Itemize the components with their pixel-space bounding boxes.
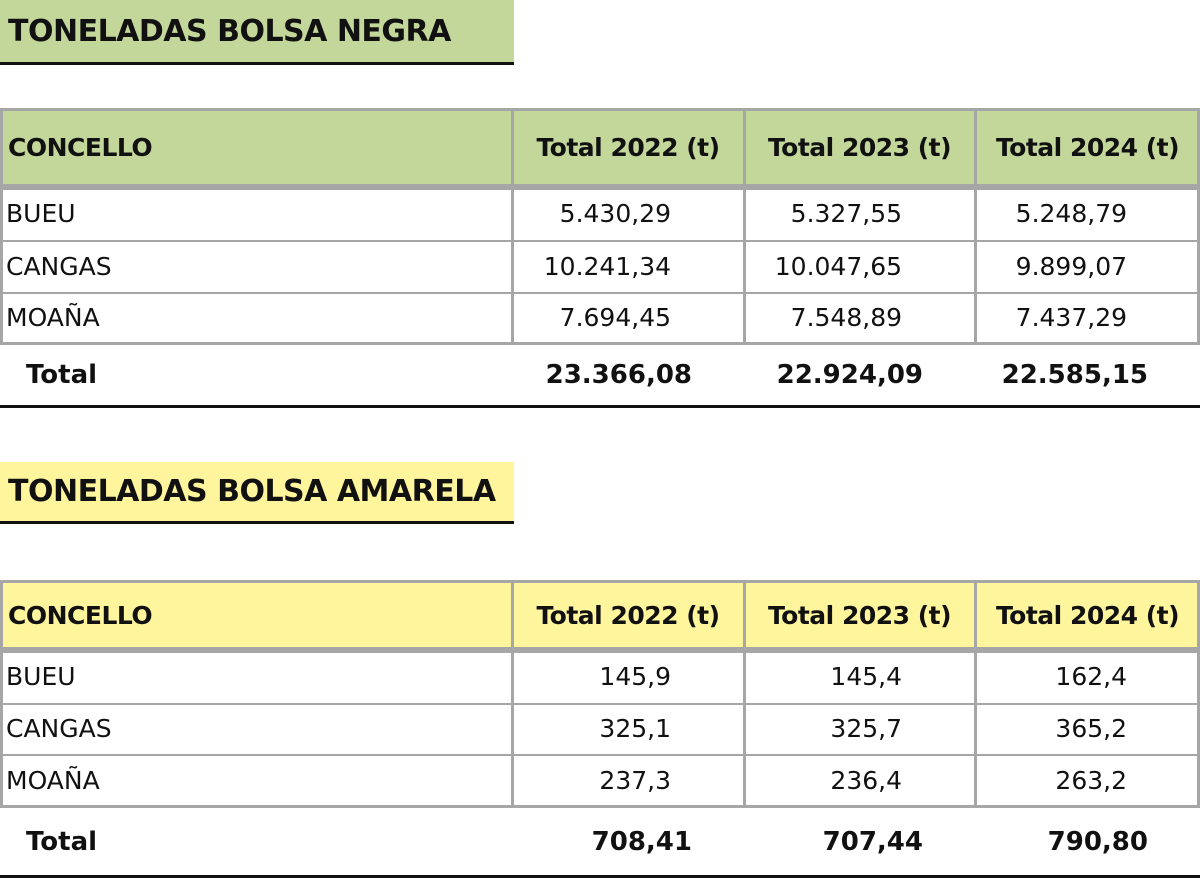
table-cell: MOAÑA — [6, 303, 100, 332]
header-cell: CONCELLO — [8, 600, 153, 630]
total-cell: 707,44 — [822, 826, 923, 857]
row-line — [0, 703, 1200, 705]
header-cell: Total 2024 (t) — [995, 600, 1180, 630]
col-line — [1197, 108, 1200, 343]
header-cell: Total 2022 (t) — [536, 600, 720, 630]
row-line — [0, 187, 1200, 190]
col-line — [0, 580, 3, 806]
header-cell: Total 2023 (t) — [767, 600, 952, 630]
table-cell: 10.241,34 — [543, 251, 671, 281]
table-cell: 7.548,89 — [790, 303, 902, 332]
col-line — [1197, 580, 1200, 806]
table-cell: 10.047,65 — [774, 251, 902, 281]
table-cell: BUEU — [6, 662, 76, 691]
row-line — [0, 342, 1200, 345]
table-cell: 7.694,45 — [559, 303, 671, 332]
header-cell: Total 2022 (t) — [536, 133, 720, 162]
col-line — [0, 108, 3, 343]
row-line — [0, 240, 1200, 242]
total-cell: Total — [26, 826, 98, 857]
row-line — [0, 650, 1200, 653]
table-cell: 162,4 — [1055, 662, 1127, 691]
table-cell: CANGAS — [6, 714, 112, 743]
table-cell: 145,9 — [599, 662, 671, 691]
table-cell: 365,2 — [1055, 714, 1127, 743]
header-bg — [0, 580, 1200, 650]
table-cell: 325,1 — [599, 714, 671, 743]
col-line — [511, 108, 514, 343]
total-underline — [0, 875, 1200, 878]
table-cell: 263,2 — [1055, 765, 1127, 795]
total-cell: 708,41 — [591, 826, 692, 857]
table-cell: 145,4 — [830, 662, 902, 691]
header-bg — [0, 108, 1200, 187]
col-line — [511, 580, 514, 806]
row-line — [0, 805, 1200, 808]
table-cell: 325,7 — [830, 714, 902, 743]
col-line — [974, 580, 977, 806]
row-line — [0, 754, 1200, 756]
table-cell: 9.899,07 — [1015, 251, 1127, 281]
table-cell: 5.430,29 — [559, 199, 671, 228]
section-title: TONELADAS BOLSA NEGRA — [0, 0, 514, 65]
total-cell: Total — [26, 360, 98, 390]
col-line — [743, 580, 746, 806]
table-cell: 237,3 — [599, 765, 671, 795]
section-title: TONELADAS BOLSA AMARELA — [0, 462, 514, 524]
table-cell: 5.248,79 — [1015, 199, 1127, 228]
table-cell: 236,4 — [830, 765, 902, 795]
table-cell: MOAÑA — [6, 765, 100, 795]
total-cell: 790,80 — [1047, 826, 1148, 857]
col-line — [743, 108, 746, 343]
col-line — [974, 108, 977, 343]
table-cell: 5.327,55 — [790, 199, 902, 228]
header-cell: CONCELLO — [8, 133, 153, 162]
table-cell: 7.437,29 — [1015, 303, 1127, 332]
header-cell: Total 2023 (t) — [767, 133, 952, 162]
total-cell: 23.366,08 — [545, 360, 692, 390]
table-cell: BUEU — [6, 199, 76, 228]
total-cell: 22.585,15 — [1001, 360, 1148, 390]
total-cell: 22.924,09 — [776, 360, 923, 390]
row-line — [0, 292, 1200, 294]
header-cell: Total 2024 (t) — [995, 133, 1180, 162]
total-underline — [0, 405, 1200, 408]
table-cell: CANGAS — [6, 251, 112, 281]
